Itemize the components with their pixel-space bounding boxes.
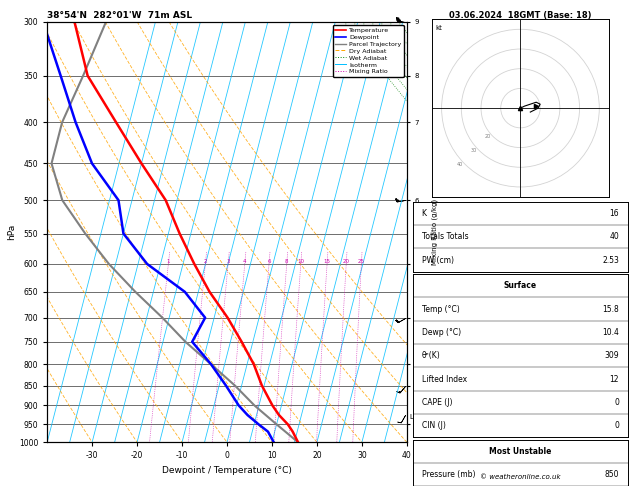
Text: 6: 6 <box>267 259 270 264</box>
Text: 850: 850 <box>604 470 619 479</box>
Text: 38°54'N  282°01'W  71m ASL: 38°54'N 282°01'W 71m ASL <box>47 11 192 20</box>
Text: Lifted Index: Lifted Index <box>421 375 467 383</box>
Text: Surface: Surface <box>504 281 537 290</box>
Text: © weatheronline.co.uk: © weatheronline.co.uk <box>480 474 560 480</box>
Text: LCL: LCL <box>409 414 421 420</box>
Text: Mixing Ratio (g/kg): Mixing Ratio (g/kg) <box>432 199 438 265</box>
Text: Dewp (°C): Dewp (°C) <box>421 328 461 337</box>
Text: kt: kt <box>436 25 443 32</box>
Text: 0: 0 <box>615 421 619 430</box>
X-axis label: Dewpoint / Temperature (°C): Dewpoint / Temperature (°C) <box>162 466 292 475</box>
Text: Temp (°C): Temp (°C) <box>421 305 459 313</box>
Text: CIN (J): CIN (J) <box>421 421 445 430</box>
Text: 20: 20 <box>343 259 350 264</box>
Y-axis label: hPa: hPa <box>7 224 16 240</box>
Text: PW (cm): PW (cm) <box>421 256 454 264</box>
Text: 0: 0 <box>615 398 619 407</box>
Text: 8: 8 <box>285 259 289 264</box>
Text: CAPE (J): CAPE (J) <box>421 398 452 407</box>
Text: 40: 40 <box>610 232 619 241</box>
Text: θᵉ(K): θᵉ(K) <box>421 351 440 360</box>
Text: 12: 12 <box>610 375 619 383</box>
Text: 10.4: 10.4 <box>603 328 619 337</box>
Text: 1: 1 <box>167 259 170 264</box>
Text: 40: 40 <box>457 162 463 167</box>
Y-axis label: km
ASL: km ASL <box>418 213 431 232</box>
Text: 16: 16 <box>610 209 619 218</box>
Text: 309: 309 <box>604 351 619 360</box>
Text: 3: 3 <box>226 259 230 264</box>
Text: 15.8: 15.8 <box>603 305 619 313</box>
Text: Most Unstable: Most Unstable <box>489 447 552 456</box>
Text: 30: 30 <box>470 148 477 153</box>
Text: 15: 15 <box>323 259 331 264</box>
Legend: Temperature, Dewpoint, Parcel Trajectory, Dry Adiabat, Wet Adiabat, Isotherm, Mi: Temperature, Dewpoint, Parcel Trajectory… <box>333 25 404 77</box>
Text: 10: 10 <box>298 259 304 264</box>
Text: K: K <box>421 209 426 218</box>
Text: 25: 25 <box>358 259 365 264</box>
Text: 20: 20 <box>484 134 491 139</box>
Text: 03.06.2024  18GMT (Base: 18): 03.06.2024 18GMT (Base: 18) <box>449 11 592 20</box>
Text: 4: 4 <box>243 259 247 264</box>
Text: Pressure (mb): Pressure (mb) <box>421 470 476 479</box>
Text: 2.53: 2.53 <box>603 256 619 264</box>
Text: 2: 2 <box>204 259 207 264</box>
Text: Totals Totals: Totals Totals <box>421 232 469 241</box>
